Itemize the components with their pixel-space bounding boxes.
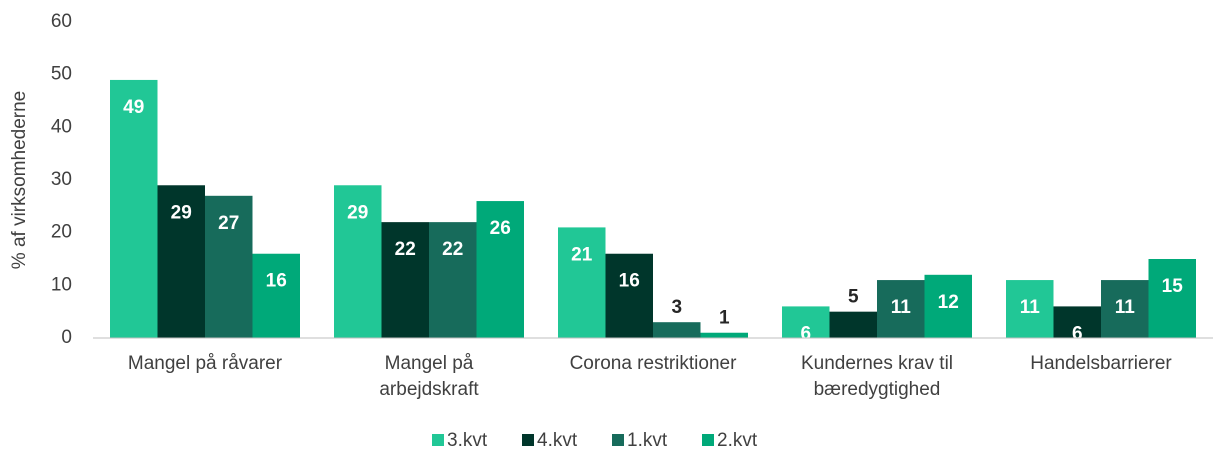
bar [1053, 306, 1101, 338]
data-label: 22 [395, 239, 416, 260]
bar [605, 253, 653, 338]
legend-label: 4.kvt [537, 430, 578, 451]
legend-swatch [702, 434, 714, 446]
data-label: 27 [218, 213, 239, 234]
legend-label: 2.kvt [717, 430, 758, 451]
y-tick-label: 60 [51, 11, 72, 32]
bar [829, 311, 877, 338]
bar [381, 222, 429, 338]
x-tick-label: Mangel på arbejdskraft [379, 353, 479, 400]
data-label: 6 [800, 323, 811, 344]
data-label: 5 [848, 287, 859, 308]
y-tick-label: 20 [51, 222, 72, 243]
bar [700, 332, 748, 338]
y-tick-label: 30 [51, 169, 72, 190]
bar [782, 306, 830, 338]
y-tick-label: 10 [51, 274, 72, 295]
data-label: 21 [571, 244, 593, 265]
legend-label: 1.kvt [627, 430, 668, 451]
y-tick-label: 40 [51, 116, 72, 137]
data-label: 22 [442, 239, 463, 260]
bar [476, 201, 524, 338]
x-tick-label: Kundernes krav til bæredygtighed [801, 353, 953, 400]
y-axis-label: % af virksomhederne [9, 91, 30, 269]
data-label: 16 [619, 271, 640, 292]
data-label: 6 [1072, 323, 1083, 344]
bar [334, 185, 382, 338]
data-label: 49 [123, 97, 144, 118]
data-label: 29 [347, 202, 368, 223]
bar [877, 280, 925, 338]
bar [110, 79, 158, 338]
legend-swatch [432, 434, 444, 446]
data-label: 11 [1115, 297, 1136, 318]
bar [1006, 280, 1054, 338]
bar [429, 222, 477, 338]
bar [1148, 259, 1196, 338]
y-tick-label: 0 [61, 327, 72, 348]
x-tick-label: Mangel på råvarer [128, 353, 283, 374]
data-label: 29 [171, 202, 192, 223]
legend-swatch [612, 434, 624, 446]
bar [205, 195, 253, 338]
data-label: 1 [719, 308, 730, 329]
y-tick-label: 50 [51, 64, 72, 85]
data-label: 11 [891, 297, 912, 318]
x-tick-label: Handelsbarrierer [1030, 353, 1172, 374]
data-label: 16 [266, 271, 287, 292]
data-label: 15 [1162, 276, 1184, 297]
bar [252, 253, 300, 338]
bar [1101, 280, 1149, 338]
legend-label: 3.kvt [447, 430, 488, 451]
data-label: 11 [1020, 297, 1041, 318]
bar [558, 227, 606, 338]
bar [924, 274, 972, 338]
data-label: 12 [938, 292, 959, 313]
data-label: 3 [671, 297, 682, 318]
bar [653, 322, 701, 338]
legend-swatch [522, 434, 534, 446]
data-label: 26 [490, 218, 511, 239]
x-tick-label: Corona restriktioner [570, 353, 738, 374]
bar [157, 185, 205, 338]
